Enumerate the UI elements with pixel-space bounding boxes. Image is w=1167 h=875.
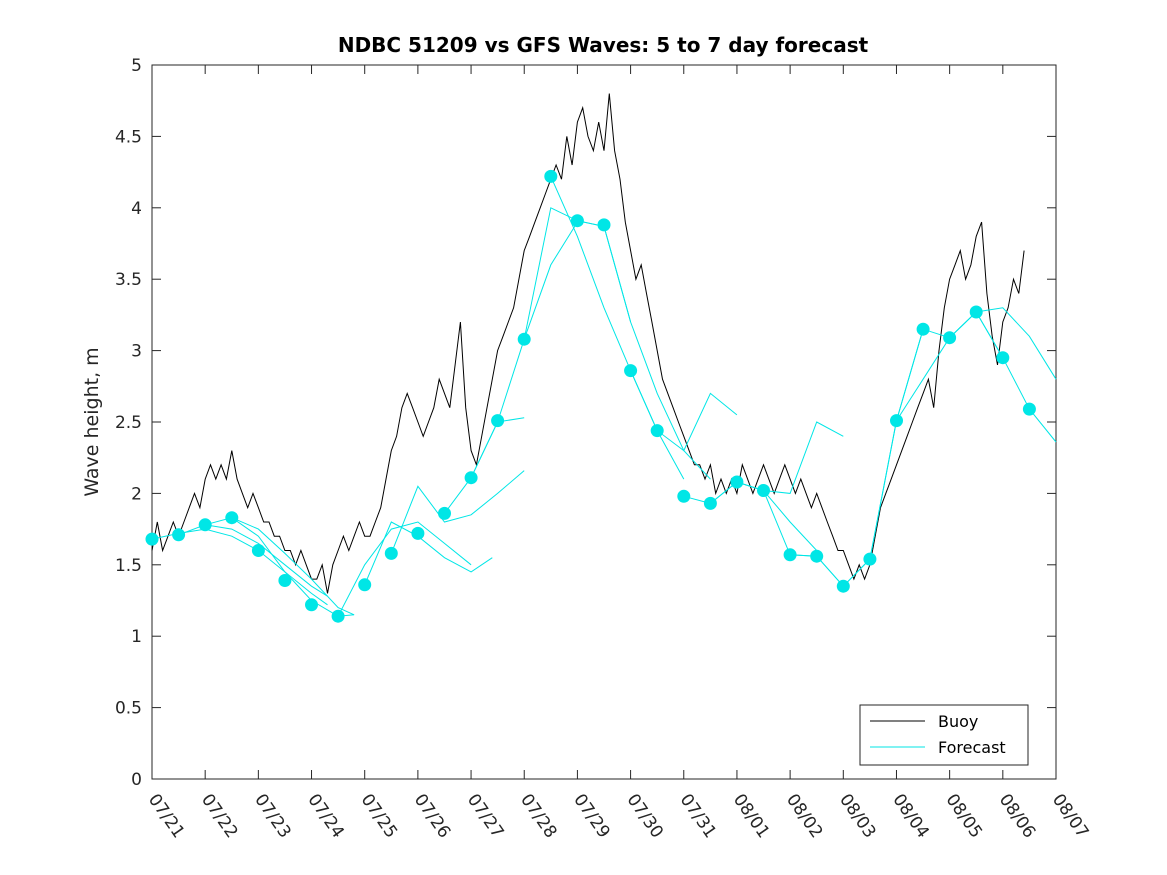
forecast-marker (890, 414, 903, 428)
legend-label: Forecast (938, 738, 1006, 757)
y-tick-label: 1.5 (115, 556, 142, 576)
y-tick-label: 0 (131, 770, 142, 790)
series-layer (145, 93, 1057, 623)
y-axis-label: Wave height, m (81, 347, 103, 496)
forecast-marker (251, 544, 265, 557)
forecast-line (364, 521, 493, 585)
forecast-marker (1022, 402, 1036, 416)
plot-area (151, 64, 1057, 780)
forecast-marker (703, 496, 717, 510)
chart-title: NDBC 51209 vs GFS Waves: 5 to 7 day fore… (338, 33, 869, 57)
forecast-marker (384, 546, 398, 560)
forecast-marker (544, 169, 558, 183)
forecast-marker (438, 506, 451, 520)
forecast-marker (198, 518, 212, 532)
legend: Buoy Forecast (859, 704, 1029, 766)
y-tick-label: 4.5 (115, 127, 142, 147)
forecast-marker (331, 609, 345, 623)
legend-box (859, 704, 1029, 766)
forecast-marker (358, 578, 372, 592)
forecast-line (630, 370, 738, 452)
y-axis-ticks: 0 0.5 1 1.5 2 2.5 3 3.5 4 4.5 5 (115, 56, 1056, 790)
y-tick-label: 5 (131, 56, 142, 76)
forecast-marker (145, 532, 159, 546)
forecast-marker (916, 322, 930, 336)
legend-label: Buoy (938, 712, 978, 731)
forecast-marker (172, 528, 186, 542)
forecast-marker (863, 552, 877, 566)
forecast-marker (969, 305, 983, 319)
forecast-marker (730, 475, 744, 489)
forecast-marker (225, 511, 239, 525)
y-tick-label: 3 (131, 342, 142, 362)
forecast-marker (597, 218, 611, 232)
forecast-marker (491, 414, 505, 428)
forecast-marker (677, 489, 691, 503)
forecast-marker (464, 471, 478, 485)
forecast-marker (570, 214, 584, 228)
y-tick-label: 4 (131, 199, 142, 219)
y-tick-label: 1 (131, 627, 142, 647)
forecast-marker (757, 484, 770, 497)
forecast-line (550, 176, 685, 480)
forecast-marker (943, 331, 957, 345)
forecast-marker (517, 332, 531, 346)
forecast-marker (810, 549, 824, 563)
forecast-marker (996, 351, 1010, 365)
forecast-line (337, 521, 472, 617)
forecast-marker (305, 598, 318, 612)
buoy-line (151, 93, 1025, 594)
forecast-marker (278, 574, 292, 587)
forecast-marker (836, 579, 850, 593)
y-tick-label: 2 (131, 484, 142, 504)
y-tick-label: 0.5 (115, 699, 142, 719)
y-tick-label: 3.5 (115, 270, 142, 290)
y-tick-label: 2.5 (115, 413, 142, 433)
forecast-marker (783, 548, 797, 562)
forecast-marker (411, 526, 425, 540)
forecast-line (390, 470, 525, 554)
forecast-line (949, 307, 1057, 380)
forecast-marker (650, 424, 664, 438)
forecast-marker (624, 364, 638, 378)
